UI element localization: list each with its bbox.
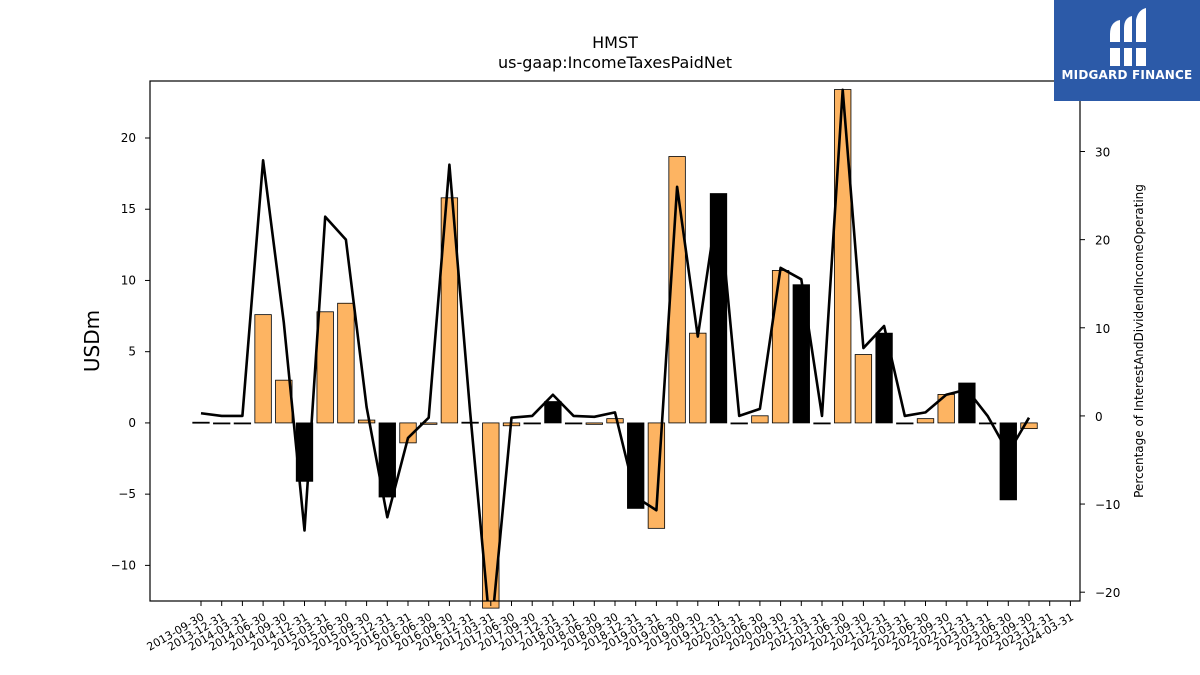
bar-series — [192, 89, 1038, 609]
bar — [213, 422, 231, 425]
y-axis-label: USDm — [80, 310, 104, 372]
bar — [523, 422, 541, 425]
bar — [751, 415, 769, 424]
y-tick-label: −10 — [111, 558, 136, 572]
y-tick-label: −5 — [118, 487, 136, 501]
y-right-tick-label: 0 — [1095, 410, 1103, 424]
chart-subtitle: us-gaap:IncomeTaxesPaidNet — [498, 53, 732, 72]
bar — [771, 270, 790, 424]
bar — [875, 332, 893, 424]
bar — [709, 193, 728, 424]
bar — [854, 354, 873, 424]
bar — [730, 422, 748, 425]
y-axis-left: −10 −5 0 5 10 15 20 — [111, 131, 150, 572]
bar — [440, 197, 459, 424]
bar — [192, 421, 210, 424]
y-tick-label: 5 — [128, 345, 136, 359]
bar — [233, 422, 252, 425]
bar — [544, 401, 562, 424]
bar — [357, 419, 376, 424]
bar — [792, 284, 810, 424]
bar — [896, 422, 914, 425]
bar — [482, 422, 500, 609]
y-right-tick-label: 30 — [1095, 146, 1110, 160]
bar — [316, 311, 334, 424]
logo-mark-icon — [1108, 8, 1148, 66]
bar — [1020, 422, 1038, 430]
y-right-tick-label: −10 — [1095, 498, 1120, 512]
bar — [337, 302, 355, 424]
bar — [916, 418, 935, 424]
y-tick-label: 20 — [121, 131, 136, 145]
brand-logo: MIDGARD FINANCE — [1054, 0, 1200, 101]
bar — [834, 89, 852, 424]
bar — [254, 314, 272, 424]
bar — [585, 422, 603, 425]
y-right-tick-label: −20 — [1095, 586, 1120, 600]
y-axis-right: −20 −10 0 10 20 30 — [1080, 146, 1120, 600]
bar — [978, 422, 997, 425]
bar — [813, 422, 831, 425]
bar — [420, 422, 438, 425]
line-path — [200, 88, 1031, 601]
y-tick-label: 10 — [121, 273, 136, 287]
y-axis-right-label: Percentage of InterestAndDividendIncomeO… — [1132, 184, 1146, 498]
plot-frame — [149, 80, 1081, 602]
bar — [564, 422, 583, 425]
x-axis: 2013-09-302013-12-312014-03-312014-06-30… — [145, 601, 1076, 654]
y-tick-label: 15 — [121, 202, 136, 216]
y-right-tick-label: 20 — [1095, 234, 1110, 248]
bar — [689, 332, 707, 424]
chart-title: HMST — [592, 33, 638, 52]
line-series — [200, 88, 1031, 601]
logo-text: MIDGARD FINANCE — [1061, 68, 1193, 82]
bar — [606, 418, 624, 424]
bar — [999, 422, 1017, 501]
bar — [378, 422, 396, 498]
y-right-tick-label: 10 — [1095, 322, 1110, 336]
y-tick-label: 0 — [128, 416, 136, 430]
